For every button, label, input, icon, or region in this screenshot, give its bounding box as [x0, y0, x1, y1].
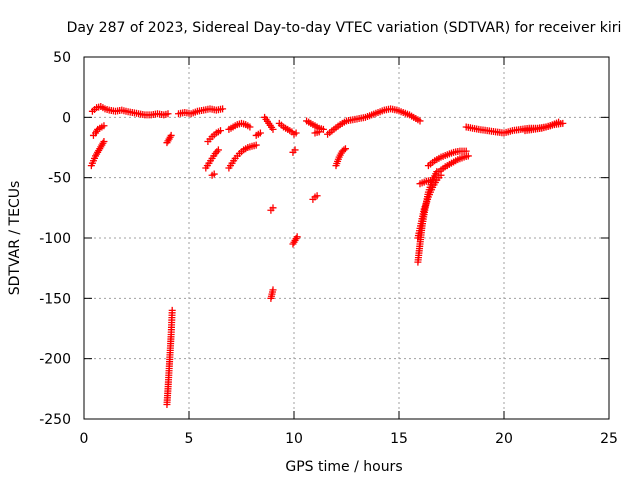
y-tick-label: -150	[39, 291, 71, 307]
data-point	[219, 105, 227, 113]
grid-lines	[84, 57, 609, 419]
data-segment-19	[309, 192, 321, 203]
data-point	[269, 286, 277, 294]
x-tick-label: 25	[600, 431, 618, 447]
data-segment-7	[202, 146, 222, 172]
data-segment-9	[225, 141, 260, 172]
data-segment-11	[252, 129, 264, 139]
data-point	[252, 141, 260, 149]
data-point	[291, 146, 299, 154]
data-point	[167, 131, 175, 139]
data-point	[559, 119, 567, 127]
data-segment-24	[414, 171, 445, 242]
data-segment-15	[275, 119, 300, 138]
x-tick-label: 10	[285, 431, 303, 447]
data-point	[269, 125, 277, 133]
data-segment-21	[324, 105, 424, 138]
data-point	[168, 306, 176, 314]
data-segment-3	[163, 131, 175, 147]
y-tick-label: -200	[39, 352, 71, 368]
data-point	[100, 137, 108, 145]
data-segment-6	[204, 127, 224, 145]
data-segment-22	[332, 145, 349, 170]
data-segment-20	[311, 128, 323, 137]
data-segment-18	[303, 117, 327, 133]
y-axis-label: SDTVAR / TECUs	[7, 181, 23, 296]
data-point	[319, 125, 327, 133]
x-tick-label: 15	[390, 431, 408, 447]
data-segment-10	[225, 119, 254, 133]
data-segment-1	[89, 122, 108, 139]
data-segment-17	[289, 233, 301, 248]
y-tick-label: -100	[39, 231, 71, 247]
data-point	[340, 146, 348, 154]
data-segment-5	[175, 105, 227, 118]
data-point	[429, 176, 437, 184]
data-segment-4	[163, 306, 176, 409]
data-segment-2	[87, 137, 108, 170]
x-tick-label: 0	[80, 431, 89, 447]
chart-title: Day 287 of 2023, Sidereal Day-to-day VTE…	[67, 20, 622, 36]
data-point	[100, 122, 108, 130]
data-segment-12	[261, 113, 277, 133]
data-point	[269, 204, 277, 212]
data-segment-27	[416, 176, 437, 188]
x-tick-label: 20	[495, 431, 513, 447]
x-axis-label: GPS time / hours	[285, 459, 402, 475]
data-segment-29	[521, 118, 563, 135]
data-segment-13	[267, 204, 277, 214]
data-point	[555, 118, 563, 126]
tick-labels: 0 5 10 15 20 25 -250 -200 -150 -100 -50 0 50	[39, 50, 618, 447]
data-point	[164, 110, 172, 118]
data-point	[292, 129, 300, 137]
data-point	[256, 129, 264, 137]
y-tick-label: 0	[62, 110, 71, 126]
data-point	[217, 127, 224, 135]
data-segment-0	[88, 102, 172, 119]
data-point	[315, 128, 323, 136]
data-segment-14	[267, 286, 277, 302]
data-point	[210, 170, 218, 178]
y-tick-label: 50	[53, 50, 71, 66]
data-point	[313, 192, 321, 200]
data-point	[293, 233, 301, 241]
data-points	[87, 102, 567, 409]
data-segment-16	[289, 146, 299, 156]
x-tick-label: 5	[185, 431, 194, 447]
data-point	[214, 146, 222, 154]
data-segment-25	[424, 147, 470, 170]
data-segment-8	[208, 170, 218, 179]
data-point	[341, 145, 349, 153]
axes	[83, 56, 610, 420]
y-tick-label: -50	[48, 171, 71, 187]
data-point	[246, 123, 254, 131]
data-point	[416, 117, 424, 125]
data-point	[464, 152, 472, 160]
y-tick-label: -250	[39, 412, 71, 428]
data-segment-26	[435, 152, 472, 176]
